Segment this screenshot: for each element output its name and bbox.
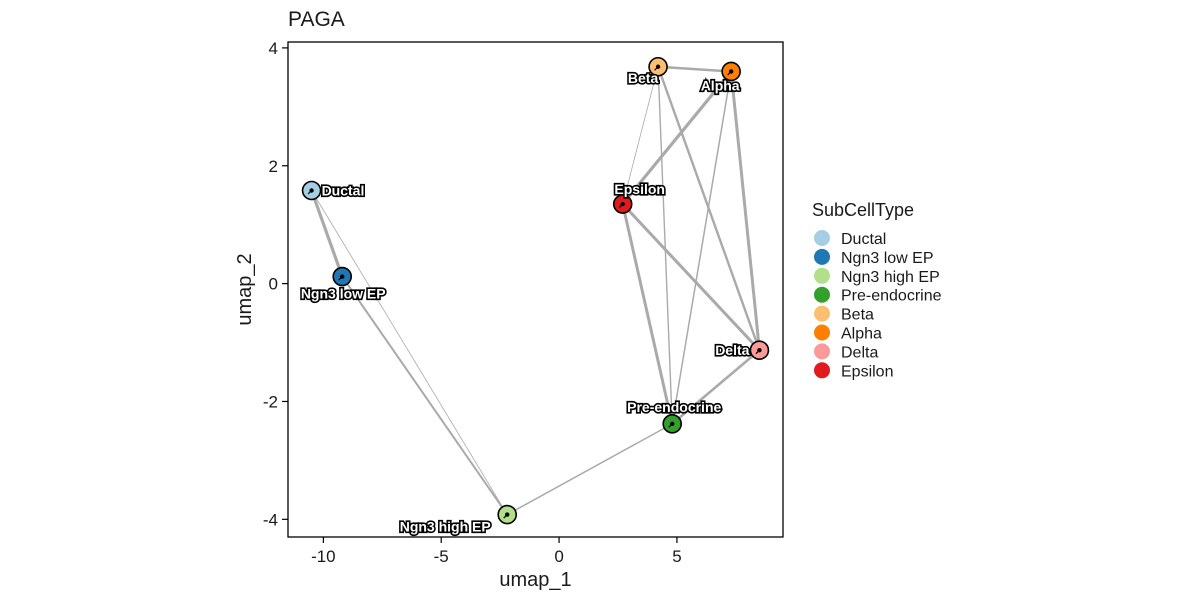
node-beta: [648, 56, 668, 77]
legend-label: Delta: [841, 344, 878, 361]
edge-epsilon-beta: [622, 66, 659, 205]
node-pointer: [668, 423, 673, 428]
edge-pre-endocrine-alpha: [671, 70, 732, 425]
node-ngn3-low-ep: [332, 266, 353, 287]
y-tick-label: -2: [263, 392, 278, 411]
legend-item-delta: Delta: [814, 343, 878, 361]
labels-layer: Ductal Ngn3 low EP Ngn3 high EP Pre-endocri…: [299, 68, 751, 536]
legend-label: Ngn3 high EP: [841, 269, 940, 286]
node-alpha: [721, 61, 741, 82]
edge-ngn3-high-ep-pre-endocrine: [506, 423, 673, 516]
legend-item-beta: Beta: [814, 305, 874, 324]
edge-epsilon-alpha: [621, 69, 733, 206]
legend-swatch: [814, 267, 830, 284]
legend-item-ngn3-high-ep: Ngn3 high EP: [814, 267, 940, 286]
node-epsilon: [612, 194, 633, 214]
y-tick-label: 4: [269, 39, 278, 58]
node-pointer: [618, 203, 624, 208]
x-tick-label: -10: [311, 547, 336, 566]
legend-item-pre-endocrine: Pre-endocrine: [814, 286, 942, 305]
legend: SubCellType Ductal Ngn3 low EP Ngn3 high E…: [812, 200, 942, 380]
y-tick-label: -4: [263, 510, 278, 529]
node-label-epsilon: Epsilon: [614, 181, 665, 197]
node-pointer: [654, 66, 659, 71]
y-tick-label: 2: [269, 157, 278, 176]
node-pointer: [727, 71, 732, 76]
edge-pre-endocrine-delta: [670, 348, 761, 426]
plot-frame: [287, 41, 784, 538]
nodes-layer: [301, 56, 770, 525]
legend-swatch: [814, 324, 830, 341]
edge-beta-alpha: [656, 65, 733, 73]
node-label-alpha: Alpha: [701, 77, 740, 93]
legend-item-epsilon: Epsilon: [814, 362, 893, 380]
legend-label: Alpha: [841, 326, 882, 343]
y-axis: 4 2 0 -2 -4: [263, 39, 288, 529]
y-tick-label: 0: [269, 275, 278, 294]
legend-swatch: [814, 305, 830, 322]
y-axis-title: umap_2: [234, 253, 256, 325]
x-axis: -10 -5 0 5: [311, 537, 682, 566]
node-pointer: [755, 349, 760, 355]
legend-title: SubCellType: [812, 200, 914, 220]
node-label-delta: Delta: [715, 342, 749, 358]
legend-label: Ductal: [841, 231, 886, 248]
edge-alpha-delta: [729, 69, 761, 352]
legend-label: Epsilon: [841, 363, 893, 380]
x-tick-label: 0: [554, 547, 563, 566]
x-tick-label: 5: [672, 547, 681, 566]
legend-swatch: [814, 248, 830, 265]
legend-label: Ngn3 low EP: [841, 250, 934, 267]
edge-epsilon-delta: [621, 202, 761, 352]
edges-layer: [309, 65, 761, 516]
node-label-ngn3-high-ep: Ngn3 high EP: [400, 519, 491, 535]
legend-item-ductal: Ductal: [814, 230, 886, 248]
edge-ductal-ngn3-high-ep: [311, 190, 508, 516]
node-label-beta: Beta: [628, 70, 659, 86]
node-pointer: [307, 190, 312, 195]
node-ngn3-high-ep: [497, 504, 518, 525]
node-pointer: [503, 514, 508, 519]
node-pointer: [338, 276, 343, 281]
x-axis-title: umap_1: [499, 569, 571, 591]
node-label-ductal: Ductal: [322, 183, 365, 199]
legend-swatch: [814, 362, 830, 379]
node-label-ngn3-low-ep: Ngn3 low EP: [301, 286, 386, 302]
legend-swatch: [814, 343, 830, 360]
legend-item-ngn3-low-ep: Ngn3 low EP: [814, 248, 934, 267]
node-ductal: [301, 180, 322, 201]
edge-pre-endocrine-beta: [657, 66, 673, 425]
legend-label: Beta: [841, 307, 874, 324]
edge-ngn3-low-ep-ngn3-high-ep: [341, 275, 509, 516]
legend-label: Pre-endocrine: [841, 288, 942, 305]
node-pre-endocrine: [662, 414, 683, 434]
node-delta: [749, 340, 770, 360]
chart-title: PAGA: [288, 8, 345, 31]
legend-item-alpha: Alpha: [814, 324, 882, 343]
edge-ductal-ngn3-low-ep: [309, 188, 344, 279]
legend-items: Ductal Ngn3 low EP Ngn3 high EP Pre-endocri…: [814, 230, 942, 380]
node-label-pre-endocrine: Pre-endocrine: [627, 399, 721, 415]
edge-beta-delta: [656, 65, 761, 352]
legend-swatch: [814, 286, 830, 303]
edge-pre-endocrine-epsilon: [621, 202, 674, 426]
legend-swatch: [814, 230, 830, 246]
x-tick-label: -5: [434, 547, 449, 566]
